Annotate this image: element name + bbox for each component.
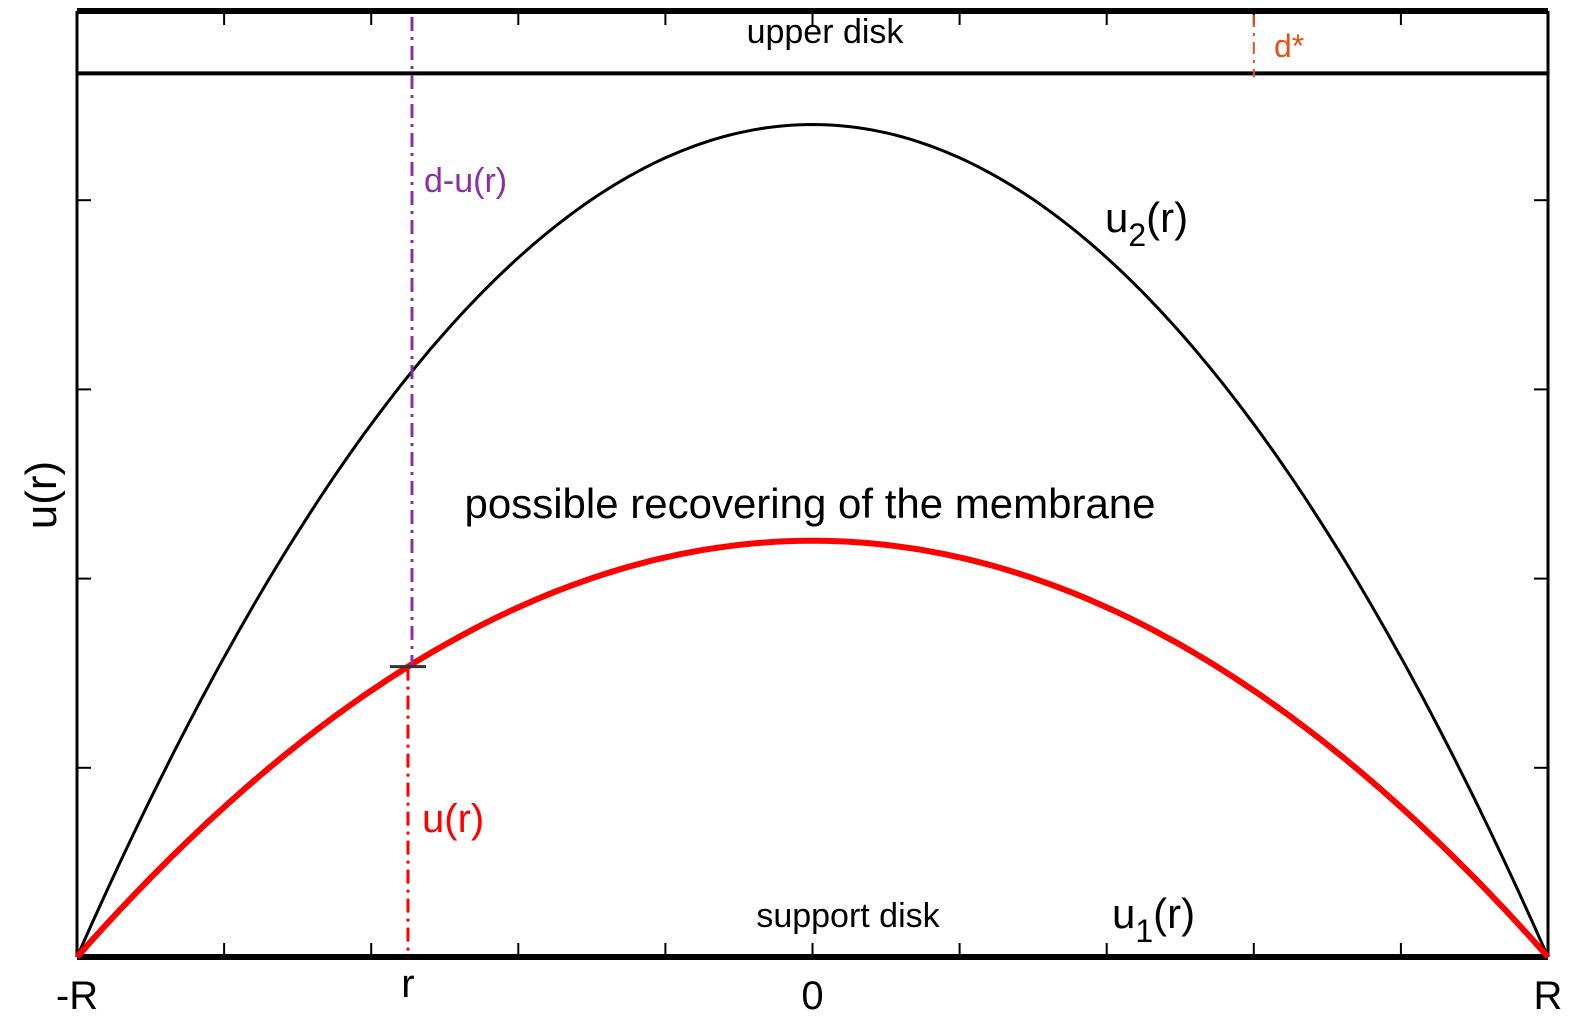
x-tick-label: r bbox=[401, 962, 414, 1006]
support-disk-label: support disk bbox=[756, 897, 940, 935]
u-membrane-curve bbox=[74, 537, 1551, 959]
u2-label: u2(r) bbox=[1105, 194, 1188, 253]
x-tick-labels: -R r 0 R bbox=[56, 962, 1563, 1018]
x-tick-label: -R bbox=[56, 974, 98, 1018]
u1-label: u1(r) bbox=[1112, 890, 1195, 949]
upper-disk-label: upper disk bbox=[747, 13, 905, 51]
x-tick-label: 0 bbox=[801, 974, 823, 1018]
annotation-text: possible recovering of the membrane bbox=[464, 480, 1155, 527]
y-axis-label: u(r) bbox=[17, 461, 66, 529]
d-star-label: d* bbox=[1274, 28, 1304, 64]
x-tick-label: R bbox=[1534, 974, 1563, 1018]
u2-curve bbox=[75, 122, 1550, 958]
axis-ticks bbox=[77, 11, 1548, 957]
u-label: u(r) bbox=[422, 797, 484, 841]
d-minus-u-label: d-u(r) bbox=[424, 162, 507, 200]
